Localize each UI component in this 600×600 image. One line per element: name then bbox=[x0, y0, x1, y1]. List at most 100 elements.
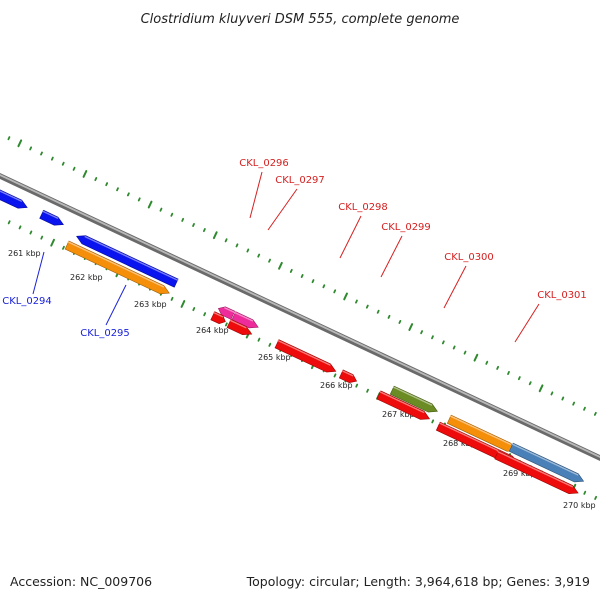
major-tick-dot bbox=[17, 139, 23, 148]
minor-tick-dot bbox=[105, 182, 109, 187]
gene-label[interactable]: CKL_0298 bbox=[338, 202, 388, 213]
minor-tick-dot bbox=[159, 207, 163, 212]
gene-feature[interactable] bbox=[494, 450, 579, 495]
gene-label-leader bbox=[514, 303, 540, 343]
minor-tick-dot bbox=[593, 411, 597, 416]
gene-feature[interactable] bbox=[76, 235, 179, 288]
minor-tick-dot bbox=[517, 376, 521, 381]
tick-label: 265 kbp bbox=[258, 353, 291, 362]
gene-feature[interactable] bbox=[231, 311, 259, 329]
major-tick-dot bbox=[50, 238, 55, 247]
minor-tick-dot bbox=[452, 345, 456, 350]
gene-feature[interactable] bbox=[0, 181, 28, 209]
gene-label[interactable]: CKL_0299 bbox=[381, 222, 431, 233]
major-tick-dot bbox=[408, 323, 414, 331]
minor-tick-dot bbox=[583, 406, 586, 411]
minor-tick-dot bbox=[192, 222, 195, 227]
minor-tick-dot bbox=[366, 388, 369, 393]
minor-tick-dot bbox=[181, 217, 185, 222]
gene-label[interactable]: CKL_0294 bbox=[2, 296, 52, 307]
minor-tick-dot bbox=[311, 279, 315, 284]
minor-tick-dot bbox=[289, 268, 293, 273]
minor-tick-dot bbox=[7, 220, 11, 225]
minor-tick-dot bbox=[18, 225, 22, 230]
minor-tick-dot bbox=[268, 258, 271, 263]
gene-label[interactable]: CKL_0297 bbox=[275, 175, 325, 186]
minor-tick-dot bbox=[29, 146, 33, 151]
minor-tick-dot bbox=[572, 401, 576, 406]
minor-tick-dot bbox=[420, 330, 424, 335]
tick-label: 264 kbp bbox=[196, 326, 229, 335]
tick-label: 268 kbp bbox=[443, 439, 476, 448]
major-tick-dot bbox=[278, 261, 283, 270]
minor-tick-dot bbox=[507, 371, 510, 375]
tick-label: 262 kbp bbox=[70, 273, 103, 282]
minor-tick-dot bbox=[137, 197, 141, 202]
gene-label[interactable]: CKL_0300 bbox=[444, 252, 494, 263]
gene-feature[interactable] bbox=[64, 240, 170, 295]
gene-label-leader bbox=[32, 251, 45, 295]
minor-tick-dot bbox=[561, 396, 565, 401]
minor-tick-dot bbox=[7, 136, 11, 141]
gene-feature[interactable] bbox=[274, 339, 337, 373]
minor-tick-dot bbox=[257, 253, 261, 258]
accession-text: Accession: NC_009706 bbox=[10, 574, 152, 589]
minor-tick-dot bbox=[441, 340, 445, 345]
gene-feature[interactable] bbox=[376, 390, 431, 420]
minor-tick-dot bbox=[62, 245, 65, 250]
minor-tick-dot bbox=[333, 289, 337, 294]
minor-tick-dot bbox=[203, 312, 207, 317]
genome-backbone bbox=[0, 172, 600, 462]
tick-label: 261 kbp bbox=[8, 249, 41, 258]
gene-feature[interactable] bbox=[226, 319, 253, 336]
gene-feature[interactable] bbox=[338, 369, 358, 384]
gene-feature[interactable] bbox=[389, 385, 438, 413]
gene-feature[interactable] bbox=[210, 311, 226, 325]
gene-features bbox=[0, 181, 585, 495]
gene-label-leader bbox=[267, 188, 298, 231]
gene-label[interactable]: CKL_0295 bbox=[80, 328, 130, 339]
gene-feature[interactable] bbox=[508, 442, 585, 483]
minor-tick-dot bbox=[463, 350, 467, 355]
minor-tick-dot bbox=[365, 304, 369, 309]
tick-label: 269 kbp bbox=[503, 469, 536, 478]
minor-tick-dot bbox=[355, 383, 359, 388]
minor-tick-dot bbox=[300, 274, 304, 279]
genome-summary-text: Topology: circular; Length: 3,964,618 bp… bbox=[246, 574, 590, 589]
minor-tick-dot bbox=[40, 151, 43, 156]
gene-label-leader bbox=[380, 235, 403, 278]
minor-tick-dot bbox=[583, 490, 587, 495]
gene-label-leader bbox=[105, 284, 127, 326]
tick-label: 266 kbp bbox=[320, 381, 353, 390]
minor-tick-dot bbox=[224, 322, 228, 327]
major-tick-dot bbox=[212, 231, 218, 240]
backbone-outer bbox=[0, 172, 600, 462]
minor-tick-dot bbox=[224, 238, 228, 243]
scale-ticks: 261 kbp 262 kbp 263 kbp 264 kbp 265 kbp 266 k… bbox=[8, 249, 596, 510]
minor-tick-dot bbox=[202, 228, 206, 233]
minor-tick-dot bbox=[235, 243, 239, 248]
minor-tick-dot bbox=[376, 309, 380, 314]
gene-feature[interactable] bbox=[217, 306, 236, 320]
minor-tick-dot bbox=[398, 319, 402, 324]
major-tick-dot bbox=[473, 353, 479, 362]
gene-label-leader bbox=[339, 215, 362, 259]
gene-feature[interactable] bbox=[39, 209, 64, 226]
minor-tick-dot bbox=[431, 335, 434, 340]
minor-tick-dot bbox=[116, 187, 119, 192]
minor-tick-dot bbox=[496, 365, 500, 370]
minor-tick-dot bbox=[29, 230, 33, 235]
minor-tick-dot bbox=[333, 373, 337, 378]
minor-tick-dot bbox=[594, 495, 598, 500]
minor-tick-dot bbox=[94, 177, 98, 182]
gene-label-leader bbox=[249, 171, 263, 219]
major-tick-dot bbox=[147, 200, 153, 209]
minor-tick-dot bbox=[257, 337, 261, 342]
minor-tick-dot bbox=[387, 314, 391, 319]
minor-tick-dot bbox=[246, 248, 250, 253]
minor-tick-dot bbox=[72, 166, 76, 171]
gene-label[interactable]: CKL_0301 bbox=[537, 290, 587, 301]
gene-label-leader bbox=[443, 265, 467, 309]
gene-label[interactable]: CKL_0296 bbox=[239, 158, 289, 169]
